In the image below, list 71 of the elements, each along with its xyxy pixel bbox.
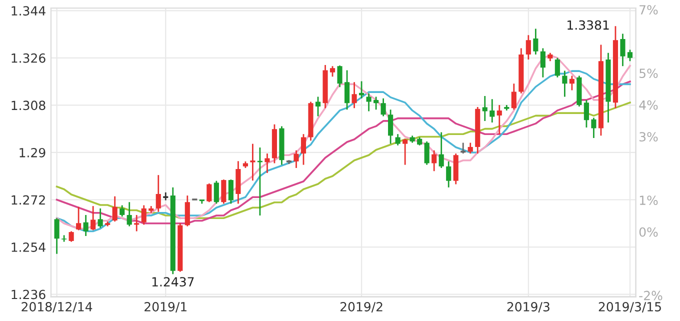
candlestick (90, 205, 96, 231)
candlestick (352, 81, 357, 109)
y-tick-label: 1.272 (12, 195, 45, 204)
candlestick (330, 65, 336, 78)
candlestick (526, 34, 531, 60)
candlestick (424, 140, 430, 166)
candlestick (98, 208, 103, 229)
candlestick (134, 214, 140, 232)
candlestick (620, 33, 626, 67)
candlestick (337, 64, 342, 88)
candlestick (76, 206, 82, 231)
y2-tick-label: 3% (640, 132, 658, 142)
candlestick (540, 48, 546, 78)
y-tick-label: 1.344 (12, 6, 46, 16)
candlestick (315, 96, 321, 117)
candlestick (438, 132, 444, 169)
candlestick (554, 57, 560, 78)
candlestick (206, 182, 212, 203)
y2-tick-label: 5% (640, 68, 658, 78)
y2-tick-label: -2% (639, 290, 662, 300)
candlestick (496, 104, 502, 135)
candlestick (468, 142, 473, 154)
annotation: 1.2437 (152, 277, 194, 287)
candlestick (112, 196, 118, 222)
y2-tick-label: 7% (640, 5, 658, 15)
candlestick (228, 178, 234, 204)
x-tick-label: 2019/2 (340, 302, 382, 312)
candlestick (533, 28, 538, 56)
candlestick (374, 96, 379, 110)
y2-tick-label: 0% (639, 227, 658, 237)
candlestick (83, 214, 88, 237)
annotation: 1.3381 (568, 20, 609, 30)
candlestick (446, 160, 452, 188)
candlestick (141, 204, 146, 226)
candlestick (214, 180, 219, 204)
candlestick (184, 194, 190, 227)
y-tick-label: 1.29 (20, 148, 46, 158)
candlestick (156, 174, 161, 213)
candlestick (627, 49, 633, 62)
candlestick (264, 152, 270, 174)
x-tick-label: 2018/12/14 (22, 302, 92, 312)
candlestick (562, 70, 568, 98)
candlestick (366, 92, 372, 112)
candlestick (294, 150, 299, 169)
x-tick-label: 2019/1 (144, 302, 186, 312)
candlestick (120, 204, 125, 218)
candlestick (68, 230, 74, 242)
candlestick (591, 117, 596, 139)
y-tick-label: 1.326 (12, 53, 46, 63)
candlestick (584, 99, 589, 128)
y2-tick-label: 4% (639, 100, 658, 110)
candlestick (388, 108, 394, 145)
candlestick (300, 133, 306, 166)
candlestick (402, 138, 408, 166)
y2-tick-label: 1% (640, 196, 658, 206)
y-tick-label: 1.308 (12, 100, 46, 110)
candlestick (432, 150, 437, 172)
y-tick-label: 1.254 (12, 242, 46, 252)
candlestick (395, 133, 400, 146)
y-tick-label: 1.236 (12, 290, 46, 300)
candlestick (490, 98, 495, 124)
candlestick (54, 217, 60, 255)
x-tick-label: 2019/3 (507, 302, 550, 312)
candlestick (569, 75, 574, 91)
candlestick (511, 82, 516, 110)
candlestick (126, 201, 132, 227)
x-tick-label: 2019/3/15 (598, 302, 661, 312)
candlestick (62, 234, 67, 242)
candlestick (344, 70, 350, 110)
candlestick (380, 98, 386, 117)
candlestick (221, 178, 226, 204)
